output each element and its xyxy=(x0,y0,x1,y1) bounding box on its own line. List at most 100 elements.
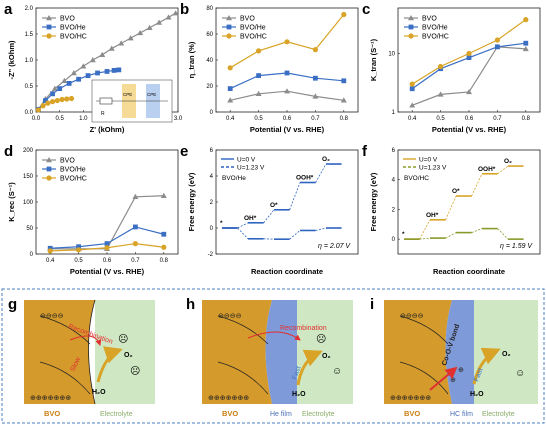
x-tick-label: 3.0 xyxy=(174,116,183,122)
bvo-block xyxy=(202,300,272,404)
panel-letter-g: g xyxy=(8,296,17,313)
film-label-h: He film xyxy=(270,411,292,418)
legend-marker xyxy=(46,33,52,39)
data-point xyxy=(104,69,110,74)
data-point xyxy=(146,24,153,30)
series-line xyxy=(50,195,164,250)
data-point xyxy=(160,192,167,198)
energy-connector xyxy=(445,195,457,220)
data-point xyxy=(466,50,472,57)
data-point xyxy=(227,86,233,91)
data-point xyxy=(161,244,167,250)
level-label: * xyxy=(402,231,405,238)
data-point xyxy=(256,48,262,54)
schematic-g: g ⊖⊖⊖⊖ ⊕⊕⊕⊕⊕⊕⊕ Recombination Slow O₂ H₂O… xyxy=(8,296,155,418)
data-point xyxy=(66,81,72,86)
data-point xyxy=(50,91,55,97)
data-point xyxy=(409,102,416,108)
x-axis-label: Z' (kOhm) xyxy=(90,125,125,134)
energy-connector xyxy=(497,228,509,240)
x-tick-label: 0.4 xyxy=(408,116,417,122)
bvo-block xyxy=(24,300,95,404)
data-point xyxy=(45,100,51,106)
y-tick-label: 1.5 xyxy=(25,32,34,38)
electrolyte-label-i: Electrolyte xyxy=(482,411,515,418)
legend-label: U=0 V xyxy=(419,157,438,164)
happy-face-icon: ☺ xyxy=(332,366,342,377)
data-point xyxy=(409,86,415,92)
level-label: O₂ xyxy=(322,156,330,163)
svg-text:⊕⊕⊕⊕⊕⊕⊕: ⊕⊕⊕⊕⊕⊕⊕ xyxy=(30,395,71,402)
panel-letter-c: c xyxy=(362,1,370,18)
y-tick-label: 100 xyxy=(23,200,34,206)
data-point xyxy=(68,95,75,102)
chart-e: Reaction coordinate Free energy (eV) -2 0 2 4… xyxy=(187,148,359,276)
data-point xyxy=(437,91,444,97)
y-tick-label: 60 xyxy=(206,32,213,38)
data-point xyxy=(104,241,110,246)
sad-face-icon: ☹ xyxy=(118,333,128,345)
legend-marker xyxy=(46,15,52,21)
x-tick-label: 0.7 xyxy=(131,258,140,264)
data-point xyxy=(284,88,290,94)
energy-connector xyxy=(445,232,457,239)
energy-connector xyxy=(315,163,327,183)
data-point xyxy=(89,57,96,63)
bvo-label-i: BVO xyxy=(404,409,420,418)
data-point xyxy=(99,51,106,57)
o2-label-i: O₂ xyxy=(502,351,511,358)
y-tick-label: 0 xyxy=(210,226,214,232)
panel-letter-b: b xyxy=(180,1,189,18)
y-tick-label: 6 xyxy=(392,148,396,154)
fast-label-h: Fast xyxy=(291,365,302,380)
recomb-label-h: Recombination xyxy=(280,325,327,332)
x-axis-label: Reaction coordinate xyxy=(433,267,505,276)
chart-a: Z' (kOhm)-Z" (kOhm)0.00.51.01.52.02.53.0… xyxy=(7,6,183,134)
data-point xyxy=(409,81,415,87)
level-label: O₂ xyxy=(504,158,512,165)
data-point xyxy=(132,193,139,199)
data-point xyxy=(137,29,144,36)
energy-connector xyxy=(419,219,431,240)
data-point xyxy=(256,73,261,78)
inset-cpe-label-2: CPE xyxy=(147,92,156,97)
y-axis-label: η_tran (%) xyxy=(187,41,196,78)
o2-label-h: O₂ xyxy=(322,353,331,360)
inset-cpe-label-1: CPE xyxy=(123,92,132,97)
x-tick-label: 1.0 xyxy=(79,116,88,122)
energy-connector xyxy=(497,165,509,175)
sad-face-icon-2: ☹ xyxy=(130,365,140,377)
legend-marker xyxy=(46,24,52,30)
data-point xyxy=(85,73,91,78)
h2o-label-h: H₂O xyxy=(292,391,306,398)
x-tick-label: 0.7 xyxy=(493,116,502,122)
energy-connector xyxy=(289,182,301,210)
x-axis-label: Potential (V vs. RHE) xyxy=(432,125,507,134)
inset-r-label: R xyxy=(101,111,105,117)
x-tick-label: 0.6 xyxy=(103,258,112,264)
panel-letter-d: d xyxy=(4,143,13,160)
level-label: OH* xyxy=(426,212,439,219)
legend-label: BVO/He xyxy=(240,25,266,32)
x-tick-label: 0.8 xyxy=(340,116,349,122)
data-point xyxy=(172,10,179,16)
overpotential-label: η = 2.07 V xyxy=(318,243,351,250)
circuit-inset: R CPE CPE xyxy=(91,79,173,123)
data-point xyxy=(59,96,65,103)
h2o-label-i: H₂O xyxy=(470,391,484,398)
y-tick-label: 6 xyxy=(210,148,214,154)
data-point xyxy=(111,68,117,73)
x-tick-label: 0.4 xyxy=(226,116,235,122)
data-point xyxy=(466,88,472,95)
legend-label: BVO/HC xyxy=(240,34,267,41)
svg-text:⊕: ⊕ xyxy=(450,377,456,384)
legend-label: BVO xyxy=(60,16,75,23)
svg-text:⊕⊕⊕⊕⊕⊕⊕: ⊕⊕⊕⊕⊕⊕⊕ xyxy=(208,395,249,402)
x-tick-label: 0.5 xyxy=(74,258,83,264)
x-tick-label: 0.0 xyxy=(32,116,41,122)
data-point xyxy=(438,63,444,70)
x-tick-label: 0.4 xyxy=(46,258,55,264)
energy-connector xyxy=(237,227,249,240)
data-point xyxy=(312,93,319,99)
